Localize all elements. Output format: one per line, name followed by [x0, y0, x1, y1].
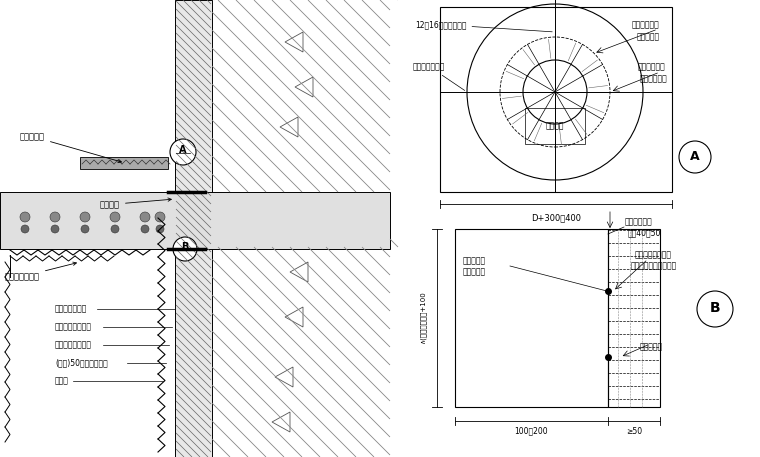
- Text: 等分叶片弯折后呈: 等分叶片弯折后呈: [635, 250, 672, 259]
- Text: 沥青涂层: 沥青涂层: [100, 198, 171, 209]
- Circle shape: [156, 225, 164, 233]
- Text: 剪口范围: 剪口范围: [546, 122, 564, 131]
- Circle shape: [697, 291, 733, 327]
- Bar: [175, 0, 212, 457]
- Bar: [440, 7, 672, 192]
- Text: 放射状粘贴于侧墙基面: 放射状粘贴于侧墙基面: [631, 261, 677, 270]
- Bar: [80, 157, 168, 169]
- Text: 12或16等分裁剪虚线: 12或16等分裁剪虚线: [415, 20, 553, 32]
- Text: 粘贴于侧墙立面: 粘贴于侧墙立面: [413, 62, 464, 90]
- Text: B: B: [710, 301, 720, 315]
- Text: ∧(管道外径周长+100: ∧(管道外径周长+100: [420, 292, 426, 345]
- Circle shape: [111, 225, 119, 233]
- Text: 尖形叶片粘贴: 尖形叶片粘贴: [632, 20, 660, 29]
- Text: 折线与管根: 折线与管根: [463, 256, 486, 265]
- Circle shape: [155, 212, 165, 222]
- Circle shape: [679, 141, 711, 173]
- Text: 粘贴于管壁: 粘贴于管壁: [640, 342, 663, 351]
- Text: 回填土: 回填土: [55, 377, 69, 386]
- Text: 防水钢筋砼侧墙: 防水钢筋砼侧墙: [55, 304, 87, 314]
- Circle shape: [170, 139, 196, 165]
- Circle shape: [81, 225, 89, 233]
- Circle shape: [51, 225, 59, 233]
- Circle shape: [80, 212, 90, 222]
- Circle shape: [20, 212, 30, 222]
- Text: 改性沥青防水卷材: 改性沥青防水卷材: [55, 340, 92, 350]
- Text: A: A: [179, 145, 187, 155]
- Text: B: B: [182, 242, 188, 252]
- Text: 于管道外壁: 于管道外壁: [637, 32, 660, 41]
- Bar: [455, 229, 608, 407]
- Circle shape: [141, 225, 149, 233]
- Text: ≥50: ≥50: [626, 426, 642, 436]
- Bar: [525, 108, 585, 144]
- Bar: [608, 229, 660, 407]
- Text: 金属箍紧固: 金属箍紧固: [20, 132, 122, 163]
- Text: 间距40～50: 间距40～50: [628, 228, 661, 237]
- Text: 剪切等分虚线: 剪切等分虚线: [625, 217, 653, 226]
- Text: 圆形折线与管: 圆形折线与管: [638, 62, 666, 71]
- Text: 沥青基基层处理剂: 沥青基基层处理剂: [55, 323, 92, 331]
- Text: 根阴角线重合: 根阴角线重合: [640, 74, 668, 83]
- Bar: [0, 192, 390, 249]
- Circle shape: [21, 225, 29, 233]
- Text: 铅丝围扎保护层: 铅丝围扎保护层: [5, 262, 77, 281]
- Text: (建议)50厚聚苯板保护: (建议)50厚聚苯板保护: [55, 358, 108, 367]
- Text: D+300～400: D+300～400: [531, 213, 581, 223]
- Circle shape: [110, 212, 120, 222]
- Circle shape: [50, 212, 60, 222]
- Circle shape: [140, 212, 150, 222]
- Text: A: A: [690, 149, 700, 163]
- Text: 阴角线重叠: 阴角线重叠: [463, 267, 486, 276]
- Text: 100～200: 100～200: [515, 426, 548, 436]
- Circle shape: [173, 237, 197, 261]
